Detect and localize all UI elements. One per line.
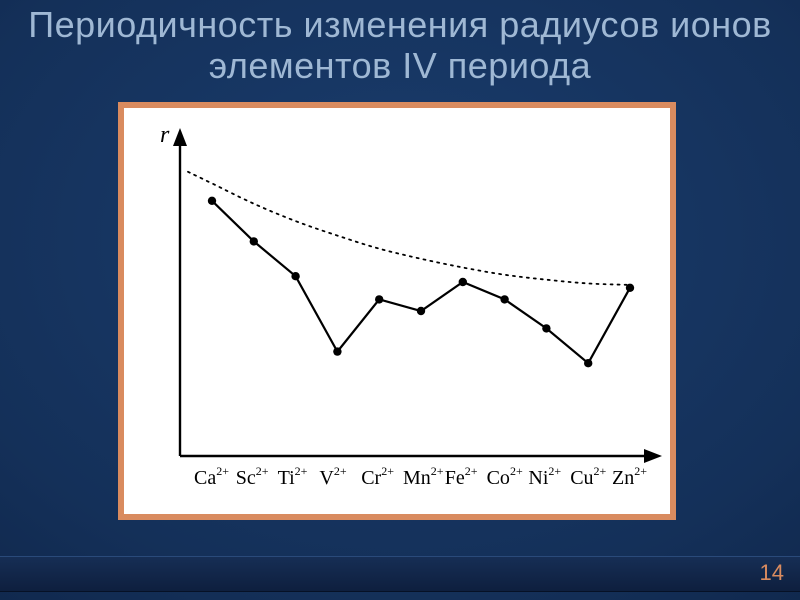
ion-label: Ti2+ bbox=[278, 464, 308, 489]
x-axis-labels: Ca2+ Sc2+ Ti2+ V2+ Cr2+ Mn2+Fe2+ Co2+Ni2+ Cu2+Z… bbox=[194, 464, 647, 489]
y-axis-label: r bbox=[160, 122, 170, 148]
dotted-trend-curve bbox=[188, 172, 630, 285]
ion-label: Zn2+ bbox=[612, 464, 647, 489]
axes bbox=[173, 128, 662, 463]
ion-label: Ca2+ bbox=[194, 464, 229, 489]
ion-label: Co2+ bbox=[487, 464, 523, 489]
chart-svg: r Ca2+ Sc2+ Ti2+ V2+ Cr2+ Mn2+Fe2+ Co2+Ni2+ Cu2… bbox=[124, 108, 670, 514]
ion-label: Fe2+ bbox=[445, 464, 478, 489]
ion-label: Sc2+ bbox=[236, 464, 269, 489]
chart-frame: r Ca2+ Sc2+ Ti2+ V2+ Cr2+ Mn2+Fe2+ Co2+Ni2+ Cu2… bbox=[118, 102, 676, 520]
ion-label: Cu2+ bbox=[570, 464, 606, 489]
data-series-line bbox=[212, 201, 630, 363]
slide: Периодичность изменения радиусов ионов э… bbox=[0, 0, 800, 600]
ion-label: V2+ bbox=[319, 464, 346, 489]
footer-bar bbox=[0, 556, 800, 592]
slide-title: Периодичность изменения радиусов ионов э… bbox=[0, 4, 800, 87]
ion-label: Cr2+ bbox=[361, 464, 394, 489]
ion-label: Ni2+ bbox=[528, 464, 561, 489]
ion-label: Mn2+ bbox=[403, 464, 444, 489]
page-number: 14 bbox=[760, 560, 784, 586]
